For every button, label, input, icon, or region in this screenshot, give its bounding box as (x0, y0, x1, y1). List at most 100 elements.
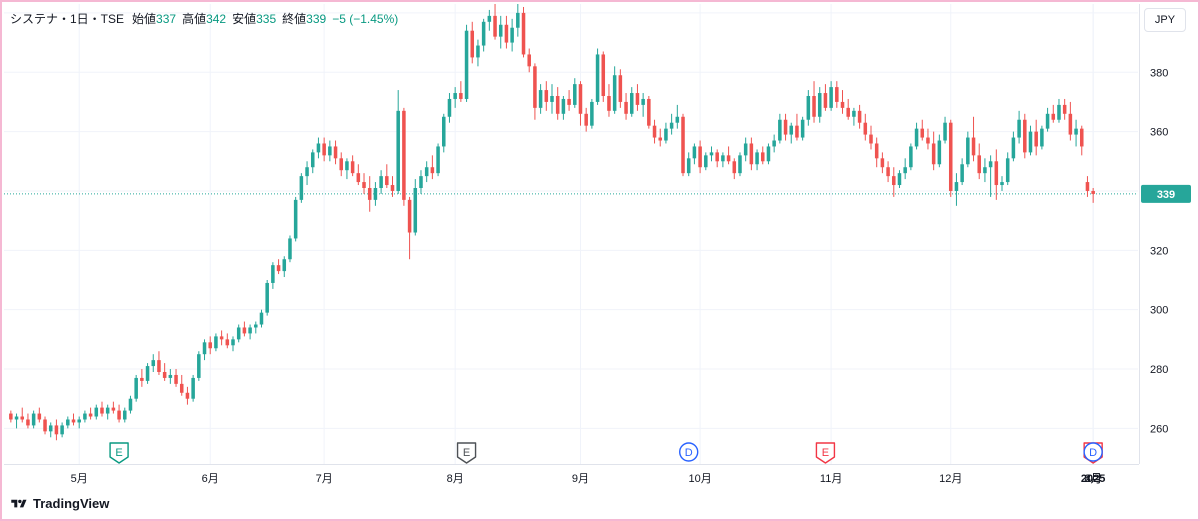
time-axis[interactable]: 5月 6月 7月 8月 9月 10月 11月 12月 2025 2月 3月 4月 (4, 464, 1139, 491)
candle-body (903, 167, 907, 174)
candle (345, 158, 349, 180)
candle-body (134, 377, 138, 399)
candle (442, 113, 446, 153)
candle (573, 78, 577, 108)
candle-body (726, 155, 731, 162)
candle-body (886, 167, 890, 177)
candle-body (897, 173, 902, 186)
candle (322, 137, 326, 162)
candle-body (578, 84, 583, 114)
open-label: 始値 (132, 12, 157, 26)
candle (385, 164, 389, 188)
candle (624, 93, 628, 120)
change-value: −5 (−1.45%) (332, 12, 399, 26)
candle-body (48, 425, 53, 432)
candle-body (510, 27, 514, 43)
candle-body (658, 137, 662, 141)
candle (504, 15, 509, 49)
tradingview-logo[interactable]: TradingView (10, 496, 109, 511)
candle-body (430, 167, 435, 174)
candle (669, 113, 674, 135)
event-marker-label: E (463, 447, 470, 459)
candle (179, 374, 184, 396)
price-axis[interactable]: 260280300320340360380400339 (1139, 4, 1198, 464)
candle (806, 90, 811, 126)
candle (168, 369, 173, 384)
ohlc-legend: システナ・1日・TSE 始値 337 高値 342 安値 335 終値 339 … (10, 10, 398, 27)
candle (1068, 101, 1073, 141)
candle-body (852, 110, 856, 117)
candle (151, 354, 156, 372)
y-tick-label: 280 (1150, 364, 1168, 376)
candle-body (310, 152, 315, 168)
candle (299, 173, 304, 203)
candle-body (123, 410, 127, 420)
candle (419, 170, 423, 194)
candle-body (236, 327, 241, 340)
candle-body (954, 182, 959, 191)
candle (459, 81, 463, 102)
candle (83, 410, 87, 423)
candle (692, 143, 697, 165)
candle (350, 155, 355, 177)
candle-body (179, 383, 184, 393)
x-tick-label: 11月 (820, 473, 842, 485)
candle-body (111, 407, 116, 411)
candle-body (83, 413, 87, 420)
candle-body (732, 161, 737, 174)
candle (715, 149, 719, 168)
chart-plot-area[interactable]: EEDEED (4, 2, 1138, 464)
candle-body (817, 93, 822, 117)
candle-body (1051, 113, 1056, 120)
candle (54, 419, 59, 441)
candle (282, 256, 287, 278)
x-tick-label: 9月 (572, 473, 589, 485)
candle (675, 104, 680, 129)
candle-body (675, 116, 680, 123)
candle (1091, 188, 1095, 203)
candle-body (214, 336, 218, 349)
candle (749, 137, 754, 171)
candle-body (533, 66, 537, 108)
dividend-marker-shape (679, 442, 699, 462)
candle (288, 235, 292, 263)
x-tick-label: 10月 (688, 473, 711, 485)
candle-body (920, 128, 925, 138)
currency-button[interactable]: JPY (1144, 8, 1186, 32)
candle (1011, 131, 1016, 162)
brand-name: TradingView (33, 496, 110, 511)
candle-body (339, 158, 344, 171)
candle-body (1034, 131, 1038, 147)
candle (367, 176, 372, 212)
candle (174, 369, 178, 387)
candle (931, 131, 936, 171)
candle (430, 155, 435, 180)
event-marker-label: E (822, 447, 829, 459)
candle-body (407, 199, 412, 233)
candle-body (43, 419, 47, 432)
candle (869, 125, 873, 150)
candle-body (88, 413, 93, 417)
candle (874, 137, 879, 168)
candle-body (971, 137, 976, 156)
candle (77, 416, 81, 429)
candle (145, 363, 150, 384)
candle-body (476, 45, 480, 58)
candle (994, 149, 999, 200)
candle (493, 4, 497, 40)
candle-body (641, 98, 645, 105)
candle (105, 404, 110, 420)
candlestick-chart[interactable]: EEDEED (4, 2, 1138, 464)
candle-body (299, 176, 304, 200)
candle (271, 262, 275, 289)
candle-body (880, 158, 885, 168)
candle-body (772, 140, 776, 147)
candle-body (493, 15, 497, 37)
candle (863, 113, 868, 141)
candle-body (567, 98, 571, 105)
candle-body (504, 24, 509, 43)
candle-body (105, 407, 110, 414)
candle-body (322, 143, 326, 156)
candle (140, 369, 144, 387)
